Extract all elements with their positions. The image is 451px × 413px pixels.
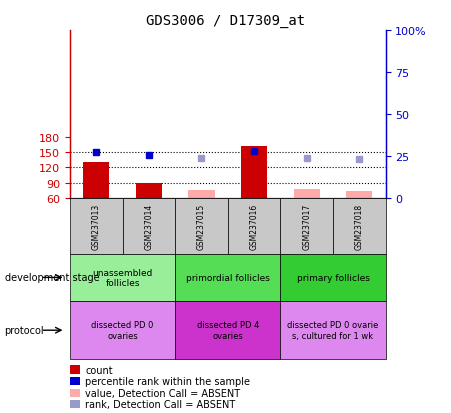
Text: GSM237016: GSM237016: [249, 203, 258, 249]
Text: GSM237014: GSM237014: [144, 203, 153, 249]
Text: development stage: development stage: [5, 273, 99, 283]
Text: dissected PD 0
ovaries: dissected PD 0 ovaries: [92, 321, 154, 340]
Text: primordial follicles: primordial follicles: [186, 273, 270, 282]
Text: GSM237013: GSM237013: [92, 203, 101, 249]
Text: primary follicles: primary follicles: [297, 273, 369, 282]
Bar: [346, 191, 373, 198]
Bar: [136, 183, 162, 198]
Text: GSM237018: GSM237018: [355, 203, 364, 249]
Text: GSM237015: GSM237015: [197, 203, 206, 249]
Text: GDS3006 / D17309_at: GDS3006 / D17309_at: [146, 14, 305, 28]
Text: value, Detection Call = ABSENT: value, Detection Call = ABSENT: [85, 388, 240, 398]
Text: count: count: [85, 365, 113, 375]
Text: dissected PD 0 ovarie
s, cultured for 1 wk: dissected PD 0 ovarie s, cultured for 1 …: [287, 321, 379, 340]
Text: GSM237017: GSM237017: [302, 203, 311, 249]
Text: percentile rank within the sample: percentile rank within the sample: [85, 376, 250, 386]
Bar: [241, 146, 267, 198]
Bar: [189, 191, 215, 198]
Bar: [294, 190, 320, 198]
Text: unassembled
follicles: unassembled follicles: [92, 268, 153, 287]
Text: rank, Detection Call = ABSENT: rank, Detection Call = ABSENT: [85, 399, 235, 409]
Text: protocol: protocol: [5, 325, 44, 335]
Text: dissected PD 4
ovaries: dissected PD 4 ovaries: [197, 321, 259, 340]
Bar: [83, 163, 110, 198]
